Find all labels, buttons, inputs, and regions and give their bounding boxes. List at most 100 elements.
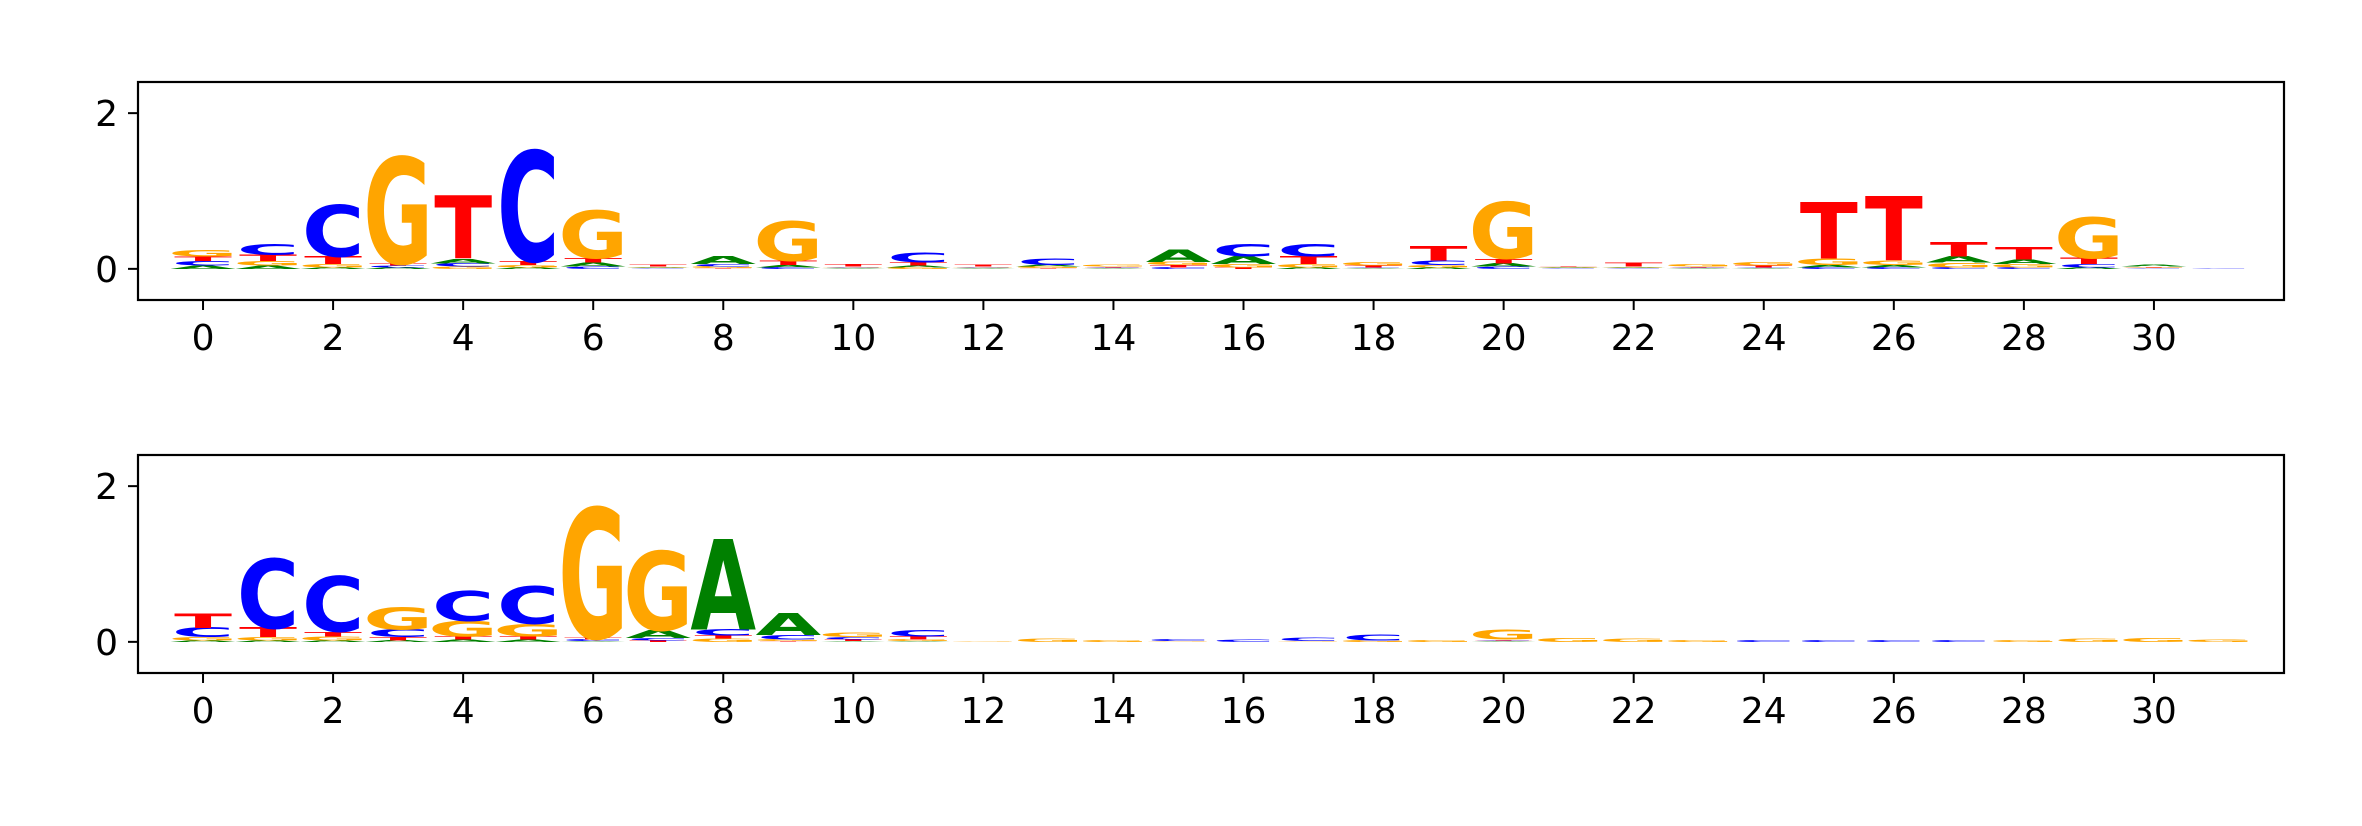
logo-1-pos-11-letter-C: C [887,251,949,266]
logo-1-pos-22-letter-C: C [1603,268,1665,269]
logo-1-pos-17-letter-T: T [1280,254,1338,267]
logo-2-pos-29-letter-G: G [2054,638,2124,643]
logo-1-pos-19-letter-C: C [1407,259,1469,267]
logo-2-pos-4-letter-C: C [432,583,494,631]
logo-2-pos-0-letter-C: C [172,625,234,640]
logo-1-pos-21-letter-C: C [1538,268,1600,269]
logo-1-pos-15-letter-C: C [1147,267,1209,270]
logo-1-pos-20-letter-T: T [1475,257,1533,265]
logo-1-pos-12-letter-G: G [949,267,1019,268]
logo-1-pos-14-letter-A: A [1081,268,1147,269]
logo-1-pos-26-letter-T: T [1865,179,1923,282]
logo-2-pos-12-letter-G: G [949,641,1019,642]
logo-2-pos-7-letter-C: C [627,637,689,641]
logo-2-pos-7-letter-A: A [625,628,691,641]
logo-1-pos-3-letter-G: G [363,129,433,299]
logo-1-pos-10-letter-C: C [822,266,884,267]
logo-1-pos-7-letter-G: G [623,267,693,268]
logo-2-pos-16-letter-C: C [1212,639,1274,643]
logo-2-pos-9-letter-G: G [753,639,823,642]
logo-2-pos-2-letter-G: G [298,635,368,641]
logo-2-pos-30-letter-G: G [2119,637,2189,643]
logo-1-pos-28-letter-T: T [1995,244,2053,264]
logo-1-pos-1-letter-A: A [235,265,301,270]
logo-1-pos-16-letter-G: G [1209,263,1279,268]
logo-2-x-tick-label-18: 18 [1351,691,1397,732]
logo-panel-1-y-axis: 02 [95,94,138,291]
logo-2-pos-11-letter-T: T [889,636,947,641]
logo-1-pos-21-letter-G: G [1534,266,1604,267]
logo-1-pos-11-letter-A: A [886,265,952,268]
logo-1-pos-13-letter-G: G [1014,266,1084,269]
logo-1-pos-18-letter-A: A [1341,268,1407,269]
logo-1-pos-8-letter-C: C [692,264,754,268]
logo-2-pos-9-letter-C: C [757,634,819,642]
logo-2-pos-26-letter-C: C [1863,640,1925,643]
logo-1-pos-29-letter-A: A [2056,267,2122,270]
logo-1-pos-15-letter-A: A [1146,246,1213,266]
logo-panel-1-x-axis: 0 2 4 6 8 10 12 14 16 18 20 22 24 26 28 30 [192,300,2177,359]
logo-2-x-tick-label-2: 2 [322,691,345,732]
logo-2-pos-10-letter-A: A [820,641,886,642]
logo-panel-2-x-axis: 0 2 4 6 8 10 12 14 16 18 20 22 24 26 28 30 [192,673,2177,732]
logo-1-pos-5-letter-G: G [493,264,563,268]
logo-1-pos-25-letter-C: C [1798,267,1860,270]
logo-1-x-tick-label-24: 24 [1741,318,1787,359]
logo-1-x-tick-label-4: 4 [452,318,475,359]
logo-2-pos-1-letter-T: T [239,625,298,640]
logo-2-pos-9-letter-A: A [755,607,821,642]
logo-2-pos-6-letter-C: C [562,639,624,642]
logo-1-pos-26-letter-G: G [1859,259,1929,267]
logo-1-pos-14-letter-T: T [1084,266,1142,267]
logo-2-pos-1-letter-G: G [233,636,303,641]
logo-1-x-tick-label-18: 18 [1351,318,1397,359]
logo-1-pos-15-letter-T: T [1150,264,1208,268]
logo-2-pos-20-letter-T: T [1475,639,1533,640]
logo-1-pos-15-letter-G: G [1144,261,1214,266]
logo-1-pos-19-letter-G: G [1404,264,1474,268]
logo-panel-1-frame [136,80,2286,302]
logo-1-pos-9-letter-A: A [755,264,821,268]
logo-1-pos-23-letter-A: A [1666,268,1732,269]
logo-1-pos-8-letter-A: A [690,254,756,267]
logo-1-pos-30-letter-T: T [2125,267,2183,268]
logo-2-pos-3-letter-G: G [363,602,433,637]
logo-2-y-tick-label-0: 0 [95,623,118,664]
logo-2-pos-5-letter-T: T [499,636,557,641]
logo-2-pos-14-letter-G: G [1079,640,1149,643]
logo-1-pos-17-letter-A: A [1276,267,1342,270]
logo-1-pos-0-letter-A: A [170,265,236,270]
logo-1-pos-27-letter-G: G [1924,261,1994,269]
logo-2-pos-1-letter-C: C [237,540,299,651]
logo-2-x-tick-label-22: 22 [1611,691,1657,732]
logo-2-pos-24-letter-C: C [1733,640,1795,643]
logo-2-pos-27-letter-C: C [1928,640,1990,643]
logo-1-y-tick-label-0: 0 [95,250,118,291]
logo-1-pos-23-letter-C: C [1668,267,1730,268]
logo-2-pos-2-letter-C: C [302,561,364,649]
logo-1-pos-2-letter-T: T [304,254,362,267]
logo-2-pos-9-letter-T: T [759,641,817,642]
logo-2-pos-11-letter-A: A [886,641,952,642]
logo-2-pos-6-letter-A: A [560,641,626,642]
logo-2-pos-31-letter-G: G [2184,639,2254,643]
logo-2-x-tick-label-4: 4 [452,691,475,732]
logo-1-pos-6-letter-G: G [558,198,628,274]
logo-2-pos-28-letter-G: G [1989,640,2059,643]
logo-panel-2-y-axis: 02 [95,467,138,664]
logo-2-pos-10-letter-G: G [818,631,888,639]
logo-1-pos-6-letter-C: C [562,266,624,270]
logo-1-pos-10-letter-A: A [820,268,886,269]
logo-1-x-tick-label-14: 14 [1091,318,1137,359]
logo-2-pos-13-letter-G: G [1014,638,1084,643]
logo-1-pos-29-letter-G: G [2054,206,2124,272]
logo-1-pos-27-letter-C: C [1928,267,1990,270]
logo-1-x-tick-label-16: 16 [1221,318,1267,359]
logo-1-x-tick-label-22: 22 [1611,318,1657,359]
logo-1-pos-4-letter-G: G [428,266,498,270]
logo-1-pos-25-letter-G: G [1794,257,1864,267]
logo-2-x-tick-label-26: 26 [1871,691,1917,732]
